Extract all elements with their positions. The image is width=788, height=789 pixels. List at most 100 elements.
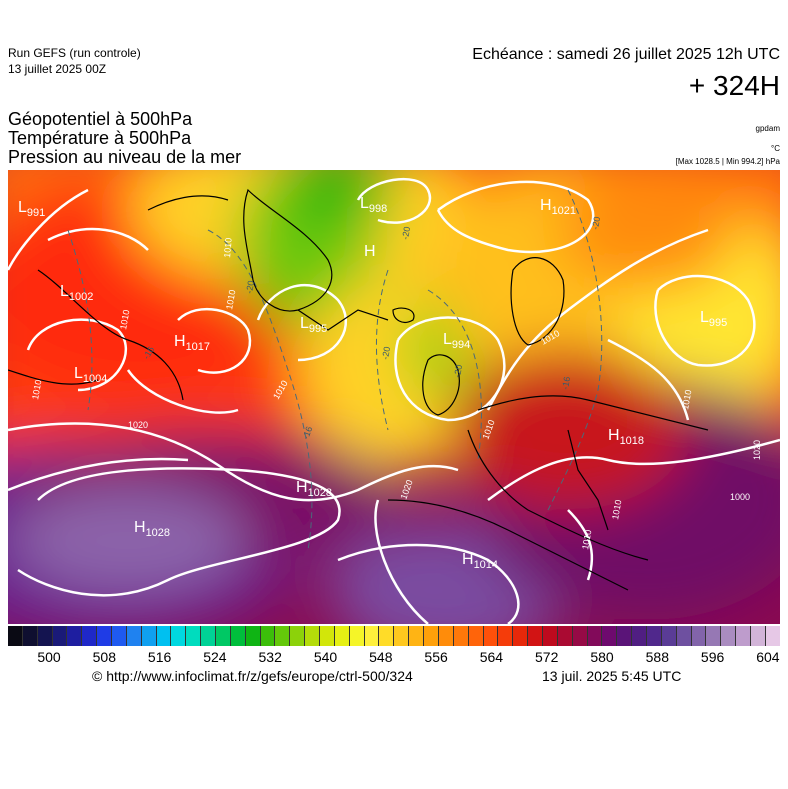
color-swatch	[765, 626, 780, 646]
center-low-7: L1004	[74, 365, 107, 385]
scale-tick-label: 564	[479, 649, 504, 665]
color-scale-bar	[8, 626, 780, 646]
color-swatch	[320, 626, 335, 646]
color-swatch	[542, 626, 558, 646]
forecast-valid-time: Echéance : samedi 26 juillet 2025 12h UT…	[472, 46, 780, 63]
color-swatch	[171, 626, 187, 646]
center-high-4: H1018	[608, 427, 644, 447]
param-temperature: Température à 500hPa	[8, 128, 192, 148]
center-high-3: H1017	[174, 333, 210, 353]
isotherm-label: -20	[452, 364, 464, 379]
color-swatch	[245, 626, 261, 646]
color-swatch	[691, 626, 707, 646]
color-swatch	[97, 626, 113, 646]
scale-tick-label: 508	[92, 649, 116, 665]
pressure-centers: L991 L998 H1021 H L1002 L995 L994 L995 H…	[18, 195, 727, 571]
scale-tick-label: 556	[424, 649, 448, 665]
color-swatch	[52, 626, 68, 646]
color-swatch	[22, 626, 38, 646]
color-swatch	[528, 626, 543, 646]
isobar-label: 1010	[30, 379, 43, 400]
color-swatch	[156, 626, 172, 646]
isobar-label: 1020	[752, 440, 762, 460]
color-swatch	[275, 626, 291, 646]
center-high-1: H1021	[540, 197, 576, 217]
color-swatch	[468, 626, 484, 646]
param-geopotential: Géopotentiel à 500hPa	[8, 109, 193, 129]
color-swatch	[305, 626, 321, 646]
isotherm-label: -16	[300, 425, 314, 441]
color-swatch	[364, 626, 380, 646]
color-swatch	[632, 626, 647, 646]
color-swatch	[750, 626, 766, 646]
scale-tick-label: 580	[590, 649, 614, 665]
color-swatch	[424, 626, 439, 646]
color-swatch	[572, 626, 588, 646]
center-low-4: L995	[300, 315, 327, 335]
color-swatch	[513, 626, 529, 646]
color-swatch	[498, 626, 514, 646]
coastlines	[8, 188, 709, 591]
color-swatch	[736, 626, 751, 646]
weather-map: L991 L998 H1021 H L1002 L995 L994 L995 H…	[8, 170, 780, 624]
isotherms	[67, 189, 603, 551]
color-swatch	[483, 626, 499, 646]
color-swatch	[617, 626, 633, 646]
isotherm-labels: -20 -20 -20 -20 -20 -16 -16 -16	[141, 216, 602, 441]
color-swatch	[438, 626, 454, 646]
geopotential-field	[8, 170, 780, 624]
center-low-1: L991	[18, 199, 45, 219]
isotherm-label: -20	[400, 226, 412, 241]
scale-tick-label: 572	[535, 649, 559, 665]
center-low-5: L994	[443, 331, 470, 351]
color-scale-labels: 500 508 516 524 532 540 548 556 564 572 580 588 596 6…	[0, 649, 788, 669]
center-high-7: H1014	[462, 551, 498, 571]
color-swatch	[587, 626, 603, 646]
color-swatch	[409, 626, 425, 646]
isobar-label: 1010	[224, 289, 237, 310]
unit-gpdam: gpdam	[755, 124, 780, 133]
center-low-3: L1002	[60, 283, 93, 303]
isobar-label: 1020	[128, 420, 148, 430]
color-swatch	[661, 626, 677, 646]
isobar-label: 1010	[680, 389, 693, 410]
isobar-label: 1010	[118, 309, 131, 330]
scale-tick-label: 524	[203, 649, 227, 665]
color-swatch	[37, 626, 53, 646]
scale-tick-label: 604	[756, 649, 780, 665]
isotherm-label: -16	[560, 376, 572, 391]
color-swatch	[557, 626, 573, 646]
generation-timestamp: 13 juil. 2025 5:45 UTC	[542, 668, 682, 684]
run-date: 13 juillet 2025 00Z	[8, 62, 107, 76]
isotherm-label: -20	[590, 216, 602, 231]
scale-tick-label: 516	[147, 649, 172, 665]
color-swatch	[67, 626, 83, 646]
color-swatch	[394, 626, 410, 646]
center-high-5: H1028	[296, 479, 332, 499]
isobar-label: 1010	[580, 529, 593, 550]
color-swatch	[230, 626, 246, 646]
color-swatch	[186, 626, 202, 646]
unit-celsius: °C	[771, 144, 780, 153]
param-pressure: Pression au niveau de la mer	[8, 147, 242, 167]
forecast-hour: + 324H	[688, 70, 780, 101]
scale-tick-label: 588	[645, 649, 669, 665]
color-swatch	[126, 626, 142, 646]
scale-tick-label: 548	[369, 649, 393, 665]
color-swatch	[216, 626, 231, 646]
scale-tick-label: 596	[700, 649, 725, 665]
color-swatch	[260, 626, 276, 646]
color-swatch	[676, 626, 692, 646]
color-swatch	[646, 626, 662, 646]
color-swatch	[721, 626, 737, 646]
source-credit: © http://www.infoclimat.fr/z/gefs/europe…	[92, 668, 413, 684]
color-swatch	[379, 626, 395, 646]
run-title: Run GEFS (run controle)	[8, 46, 141, 60]
color-swatch	[349, 626, 365, 646]
isobar-label: 1000	[730, 492, 750, 502]
scale-tick-label: 540	[313, 649, 338, 665]
isotherm-label: -20	[244, 280, 256, 295]
color-swatch	[334, 626, 350, 646]
isobar-label: 1010	[610, 499, 623, 520]
scale-tick-label: 500	[37, 649, 61, 665]
